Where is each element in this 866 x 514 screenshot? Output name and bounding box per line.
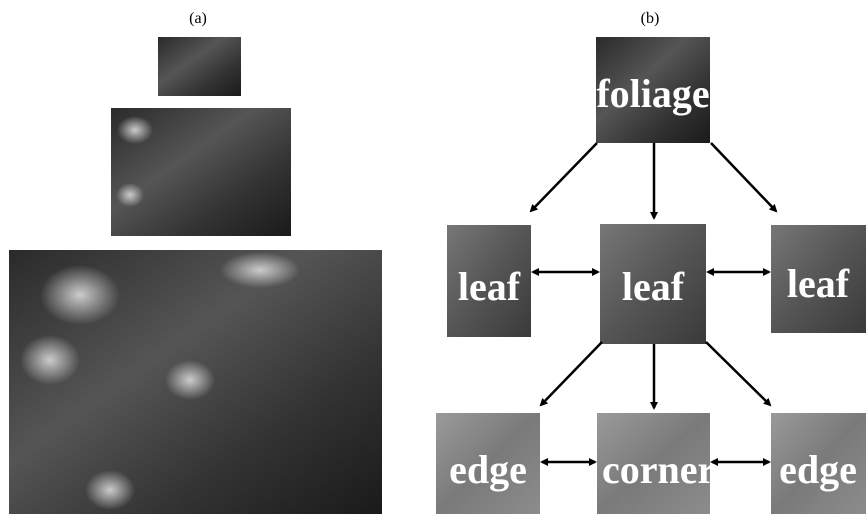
panel-label: (b) <box>641 10 660 27</box>
node-label: corner <box>602 447 715 492</box>
node-label: leaf <box>458 264 521 309</box>
corner-clip: corner <box>602 447 715 492</box>
node-label: edge <box>779 447 857 492</box>
node-label: leaf <box>622 264 685 309</box>
image-pyramid <box>9 37 382 514</box>
figure: (a) (b) foliage leaf leaf leaf <box>0 0 866 514</box>
node-label: edge <box>449 447 527 492</box>
panel-label: (a) <box>189 10 207 27</box>
node-label: foliage <box>596 71 709 116</box>
node-label: leaf <box>787 261 850 306</box>
page: (a) (b) foliage leaf leaf leaf <box>0 0 866 514</box>
